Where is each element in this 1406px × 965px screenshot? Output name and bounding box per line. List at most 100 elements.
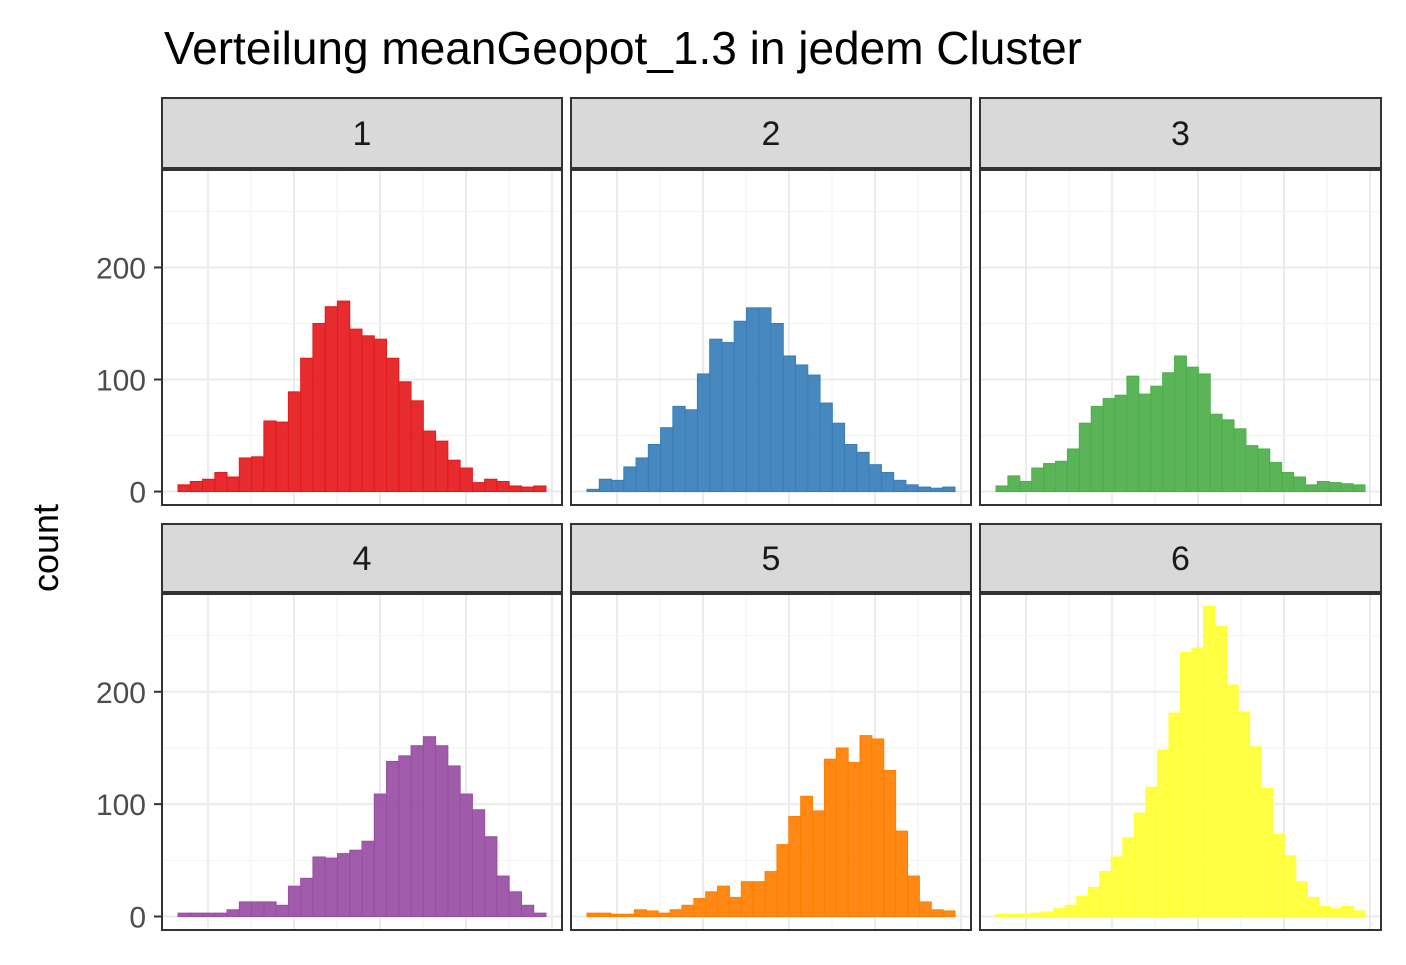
- histogram-bar: [435, 440, 449, 493]
- histogram-bar: [177, 912, 191, 918]
- y-tick-label: 100: [96, 365, 146, 398]
- histogram-bar: [238, 457, 253, 493]
- histogram-bar: [1191, 647, 1205, 918]
- histogram-bar: [1174, 355, 1187, 493]
- histogram-bar: [1076, 895, 1089, 918]
- histogram-bar: [942, 486, 956, 493]
- histogram-bar: [1114, 394, 1128, 493]
- histogram-bar: [705, 891, 719, 918]
- histogram-bar: [622, 913, 635, 918]
- histogram-bar: [1203, 605, 1216, 918]
- histogram-bar: [1209, 413, 1223, 493]
- histogram-bar: [917, 486, 931, 493]
- histogram-bar: [740, 881, 754, 918]
- histogram-bar: [930, 909, 944, 918]
- histogram-bar: [645, 910, 659, 918]
- histogram-bar: [1340, 483, 1354, 493]
- histogram-bar: [1329, 908, 1343, 918]
- histogram-bar: [471, 809, 486, 918]
- facet-strip-label: 5: [762, 540, 781, 578]
- y-tick-label: 200: [96, 252, 146, 285]
- histogram-bar: [251, 901, 265, 918]
- histogram-bar: [745, 307, 760, 493]
- chart-title: Verteilung meanGeopot_1.3 in jedem Clust…: [164, 22, 1082, 74]
- histogram-bar: [312, 322, 326, 493]
- facet-strip: [161, 97, 563, 169]
- facet-strip-label: 4: [353, 540, 372, 578]
- histogram-bar: [287, 391, 302, 493]
- histogram-bar: [373, 338, 388, 493]
- histogram-bar: [1316, 480, 1330, 493]
- histogram-bar: [1226, 684, 1239, 918]
- histogram-bar: [459, 467, 473, 493]
- histogram-bar: [1055, 460, 1068, 493]
- histogram-bar: [1066, 448, 1080, 493]
- histogram-bar: [422, 736, 437, 918]
- histogram-bar: [1018, 913, 1032, 918]
- facet-panel-5: 5: [570, 523, 972, 931]
- histogram-bar: [847, 762, 861, 918]
- histogram-bar: [1031, 467, 1045, 493]
- histogram-bar: [782, 355, 797, 493]
- histogram-bar: [471, 482, 486, 493]
- y-tick-label: 100: [96, 789, 146, 822]
- histogram-bar: [831, 422, 846, 493]
- histogram-bar: [410, 745, 424, 918]
- histogram-bar: [336, 300, 351, 493]
- histogram-bar: [1214, 626, 1228, 918]
- histogram-bar: [1180, 651, 1193, 918]
- histogram-bar: [1162, 372, 1176, 493]
- histogram-bar: [859, 735, 873, 918]
- histogram-bar: [1126, 375, 1140, 493]
- histogram-bar: [226, 476, 240, 493]
- histogram-bar: [398, 755, 412, 918]
- histogram-bar: [1295, 881, 1308, 918]
- histogram-bar: [807, 374, 821, 493]
- histogram-bars: [586, 307, 956, 493]
- facet-strip: [161, 523, 563, 593]
- histogram-bar: [1304, 484, 1318, 493]
- histogram-bar: [598, 912, 612, 918]
- histogram-bar: [1007, 475, 1021, 493]
- histogram-bar: [533, 485, 547, 493]
- histogram-bar: [287, 885, 302, 918]
- histogram-bar: [657, 912, 671, 918]
- histogram-bar: [1283, 855, 1297, 918]
- histogram-bar: [709, 338, 723, 493]
- histogram-bar: [1043, 463, 1057, 493]
- histogram-bar: [895, 830, 909, 918]
- histogram-bar: [410, 400, 424, 493]
- histogram-bar: [1099, 871, 1112, 918]
- histogram-bar: [520, 486, 535, 493]
- facet-strip-label: 1: [353, 115, 372, 153]
- histogram-bars: [177, 300, 547, 493]
- histogram-bar: [520, 904, 535, 918]
- histogram-bar: [386, 760, 400, 918]
- histogram-bar: [1090, 405, 1104, 493]
- y-tick-label: 200: [96, 677, 146, 710]
- histogram-bar: [1110, 856, 1124, 918]
- histogram-bar: [1122, 837, 1135, 918]
- histogram-bar: [1341, 905, 1354, 918]
- histogram-bar: [373, 793, 388, 918]
- histogram-bar: [484, 836, 498, 918]
- histogram-bar: [275, 421, 289, 493]
- histogram-bar: [633, 909, 647, 918]
- histogram-bar: [684, 409, 698, 493]
- histogram-bar: [1138, 393, 1152, 493]
- histogram-bar: [1007, 913, 1020, 918]
- histogram-bar: [669, 909, 683, 918]
- y-axis-title: count: [25, 504, 66, 592]
- histogram-bar: [1145, 786, 1158, 918]
- histogram-bar: [1197, 373, 1211, 493]
- histogram-bar: [728, 896, 742, 918]
- histogram-bars: [995, 605, 1366, 918]
- histogram-bar: [422, 430, 437, 493]
- histogram-bars: [995, 355, 1366, 493]
- histogram-bar: [635, 457, 649, 493]
- facet-panel-2: 2: [570, 97, 972, 506]
- facet-strip: [570, 97, 972, 169]
- histogram-bar: [386, 357, 400, 493]
- histogram-bar: [733, 320, 747, 493]
